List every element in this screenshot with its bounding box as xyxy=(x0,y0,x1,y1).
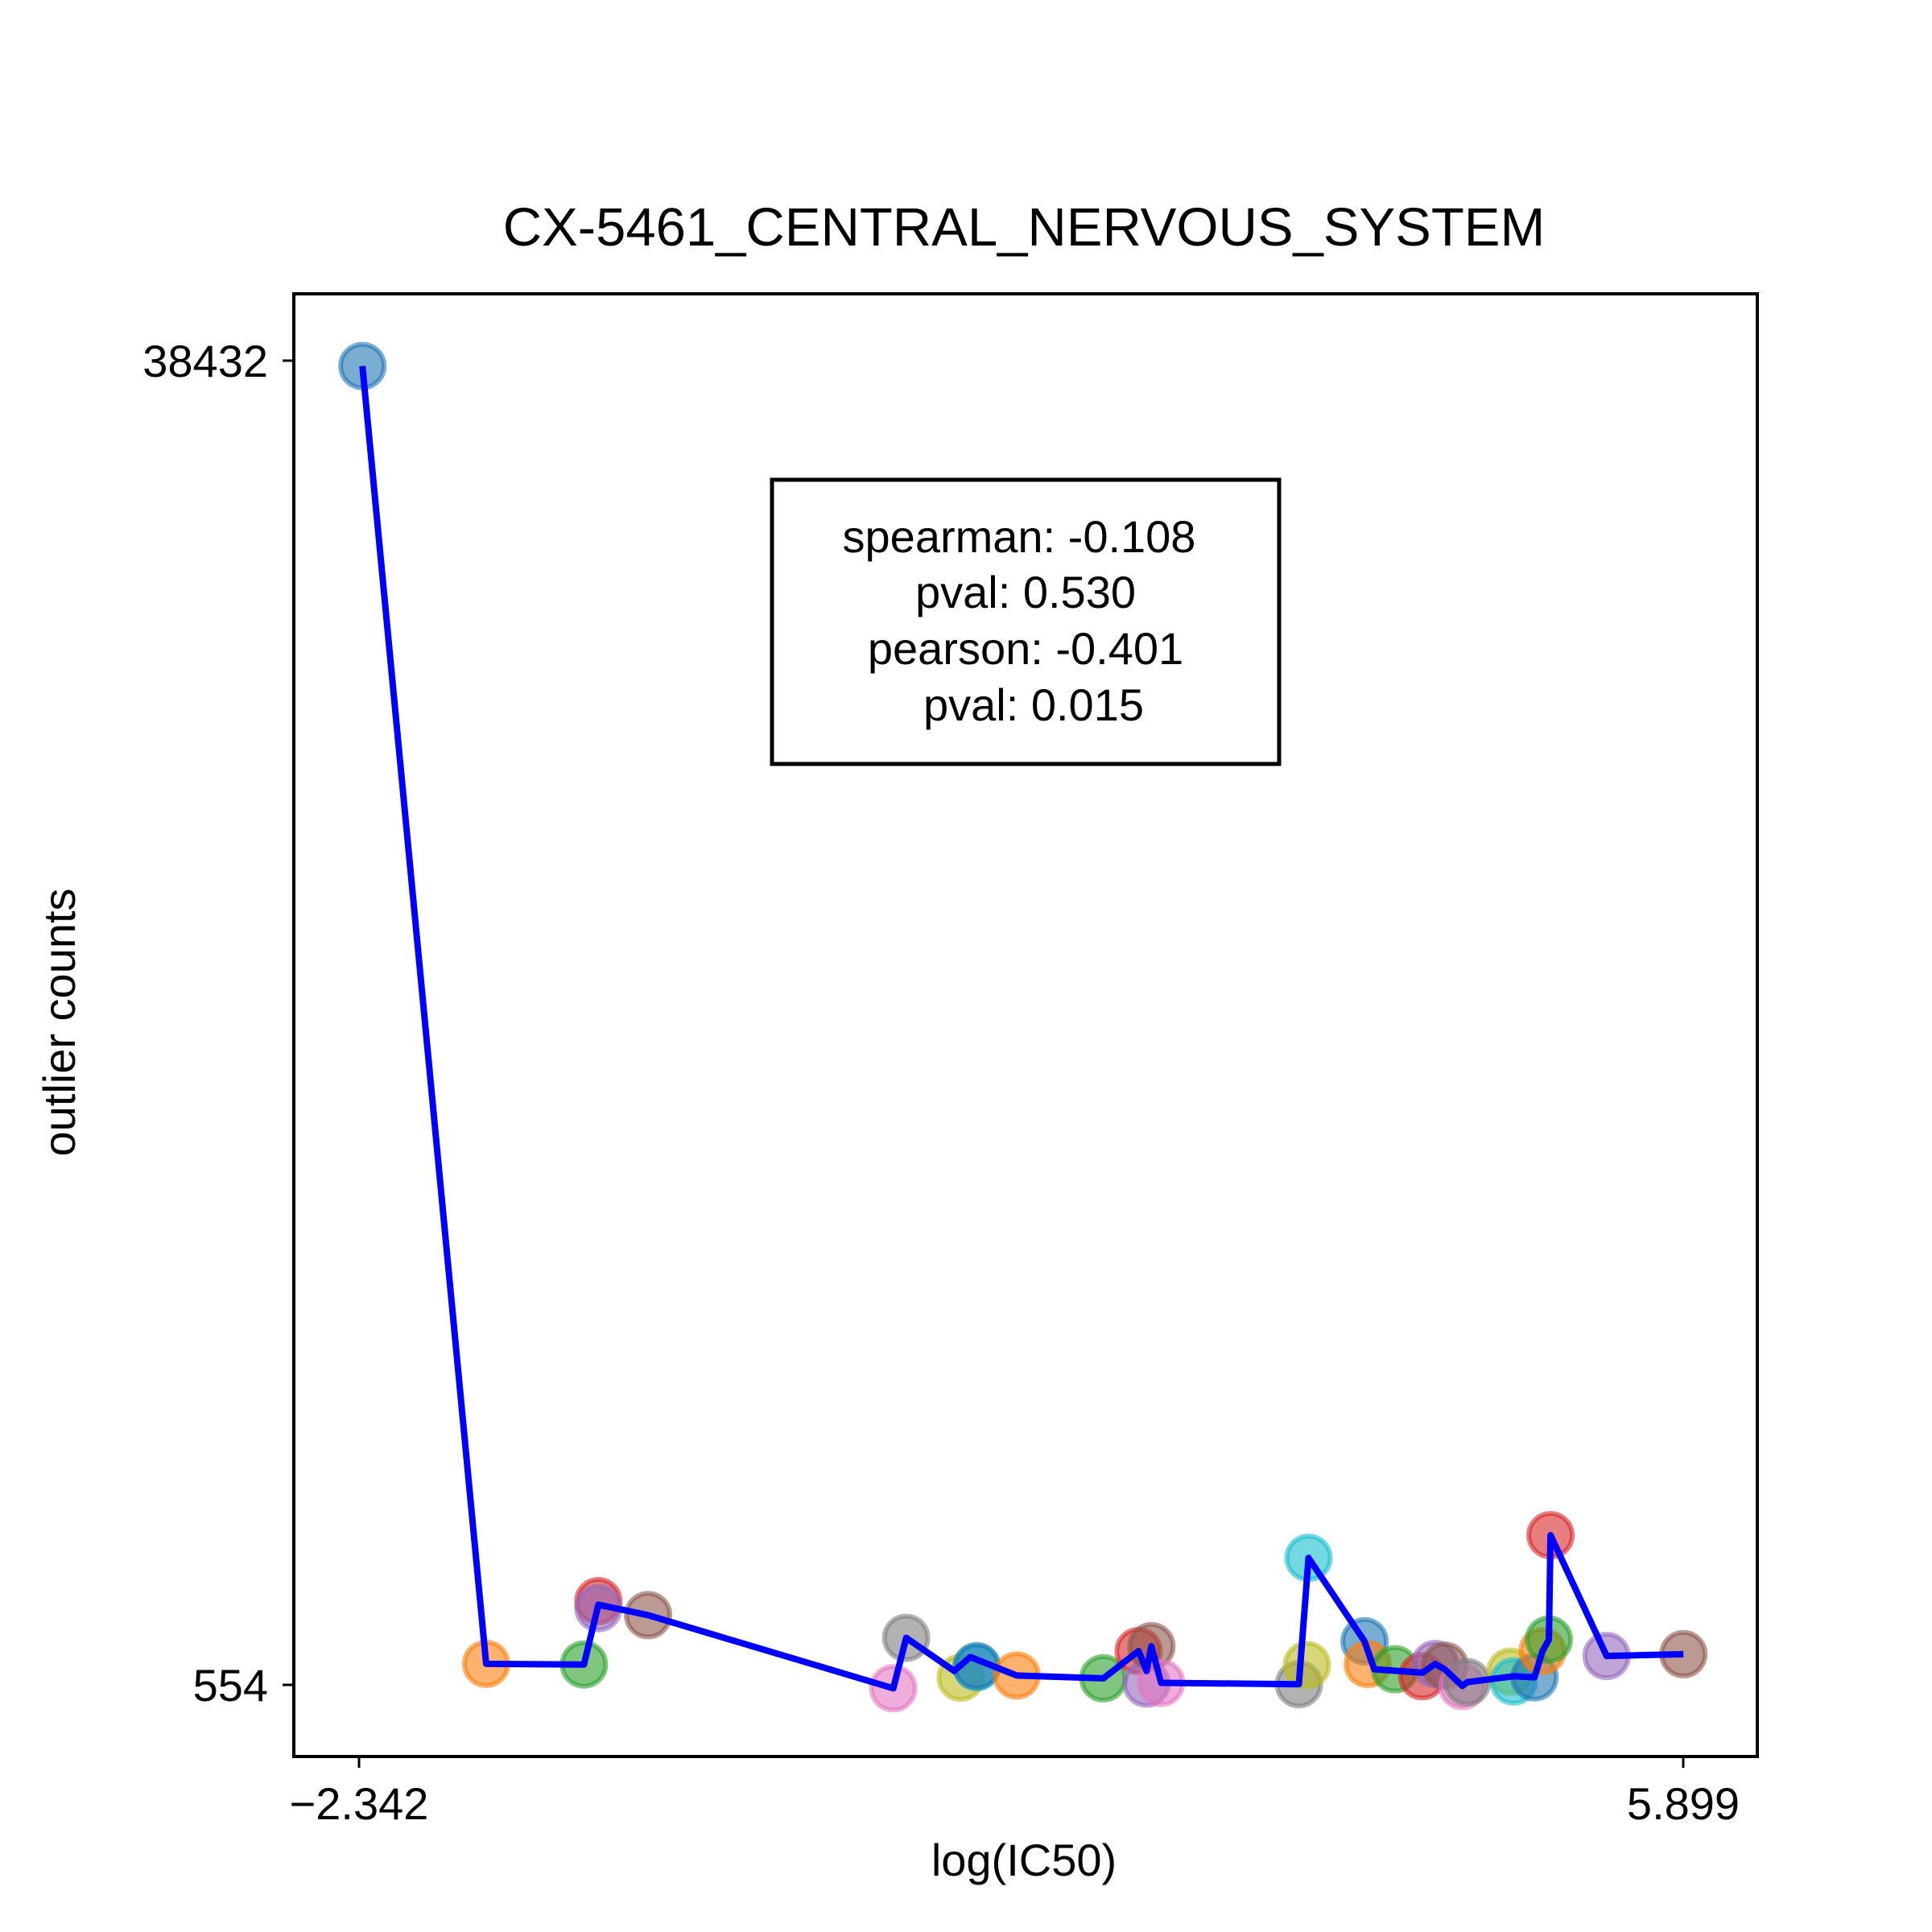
stats-spearman: spearman: -0.108 xyxy=(843,511,1196,562)
stats-pearson: pearson: -0.401 xyxy=(868,623,1183,674)
y-tick-label: 554 xyxy=(193,1660,268,1711)
stats-box: spearman: -0.108 pval: 0.530 pearson: -0… xyxy=(770,477,1282,766)
x-axis-label: log(IC50) xyxy=(931,1835,1117,1885)
trend-line xyxy=(359,365,1684,1692)
stats-spearman-pval: pval: 0.530 xyxy=(915,567,1136,617)
data-point-18 xyxy=(1282,1641,1331,1690)
axes-frame xyxy=(292,292,1759,1758)
y-axis-label: outlier counts xyxy=(34,888,85,1156)
chart-title: CX-5461_CENTRAL_NERVOUS_SYSTEM xyxy=(503,197,1546,258)
plot-area xyxy=(338,341,1708,1713)
x-tick-label: 5.899 xyxy=(1627,1778,1740,1829)
stats-pearson-pval: pval: 0.015 xyxy=(923,679,1144,730)
x-tick-label: −2.342 xyxy=(290,1778,429,1829)
y-tick-label: 38432 xyxy=(142,336,268,386)
stats-box-frame xyxy=(770,477,1282,766)
